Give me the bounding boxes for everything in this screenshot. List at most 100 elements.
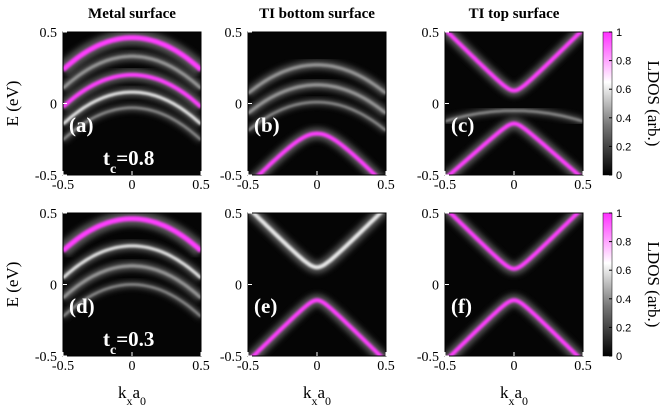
annotation-part: t [103, 327, 110, 351]
band [248, 83, 386, 115]
colorbar-tick-label: 0.2 [616, 141, 631, 153]
heatmap [63, 213, 201, 319]
band [63, 264, 201, 300]
band [63, 54, 201, 90]
band [63, 106, 201, 141]
colorbar-tick-label: 0.4 [616, 294, 631, 306]
band [248, 63, 386, 95]
annotation-part: c [110, 162, 116, 177]
x-tick-label: -0.5 [52, 178, 74, 193]
y-tick-label: 0.5 [225, 26, 243, 41]
band [446, 121, 582, 175]
panel-label: (b) [254, 113, 280, 137]
x-axis-label-part: a [317, 383, 325, 402]
x-axis-label-part: a [132, 383, 140, 402]
annotation-part: t [103, 146, 110, 170]
x-axis-label-part: k [500, 383, 509, 402]
annotation-part: =0.8 [116, 146, 154, 170]
y-tick-label: 0.5 [40, 207, 58, 222]
column-title: Metal surface [88, 6, 176, 22]
heatmap [248, 60, 386, 175]
colorbar-tick-label: 0 [616, 170, 622, 182]
y-tick-label: 0 [50, 279, 57, 294]
y-tick-label: 0.5 [40, 26, 58, 41]
band [445, 109, 583, 123]
heatmap [445, 213, 583, 356]
colorbar-tick-label: 1 [616, 27, 622, 39]
annotation: tc=0.8 [103, 146, 154, 177]
heatmap [63, 32, 201, 143]
x-axis-label-part: x [126, 394, 132, 408]
x-tick-label: 0.5 [574, 178, 592, 193]
x-tick-label: 0.5 [377, 359, 395, 374]
y-tick-label: 0 [235, 279, 242, 294]
annotation: tc=0.3 [103, 327, 154, 358]
x-tick-label: -0.5 [237, 359, 259, 374]
y-axis-label: E (eV) [3, 262, 22, 308]
band [447, 298, 581, 356]
x-tick-label: 0 [314, 178, 321, 193]
band [63, 72, 201, 109]
y-tick-label: -0.5 [35, 350, 57, 365]
x-axis-label-part: x [311, 394, 317, 408]
x-axis-label-part: x [508, 394, 514, 408]
band [63, 244, 201, 280]
x-tick-label: -0.5 [237, 178, 259, 193]
colorbar-tick-label: 1 [616, 208, 622, 220]
x-tick-label: 0.5 [574, 359, 592, 374]
x-tick-label: -0.5 [434, 178, 456, 193]
x-axis-label-part: k [118, 383, 127, 402]
colorbar-tick-label: 0.8 [616, 237, 631, 249]
y-tick-label: -0.5 [220, 169, 242, 184]
panel-label: (d) [69, 294, 95, 318]
panel-label: (e) [254, 294, 277, 318]
colorbar-tick-label: 0.6 [616, 84, 631, 96]
x-tick-label: 0 [129, 178, 136, 193]
colorbar [602, 31, 613, 176]
x-tick-label: 0 [129, 359, 136, 374]
y-axis-label: E (eV) [3, 81, 22, 127]
band [250, 298, 384, 356]
panel-label: (a) [69, 113, 94, 137]
band [63, 35, 201, 72]
annotation-part: c [110, 343, 116, 358]
x-tick-label: 0.5 [192, 178, 210, 193]
y-tick-label: 0 [50, 98, 57, 113]
band [63, 90, 201, 126]
column-title: TI bottom surface [259, 6, 375, 22]
band [250, 213, 384, 270]
y-tick-label: -0.5 [417, 169, 439, 184]
y-tick-label: 0 [432, 279, 439, 294]
x-axis-label: kxa0 [118, 383, 146, 408]
y-tick-label: 0.5 [422, 26, 440, 41]
colorbar-tick-label: 0 [616, 351, 622, 363]
colorbar [602, 212, 613, 357]
y-tick-label: -0.5 [417, 350, 439, 365]
x-tick-label: 0 [511, 359, 518, 374]
x-axis-label-part: 0 [325, 394, 331, 408]
x-axis-label-part: a [514, 383, 522, 402]
panel-label: (c) [451, 113, 474, 137]
y-tick-label: 0 [432, 98, 439, 113]
colorbar-tick-label: 0.2 [616, 322, 631, 334]
heatmap [445, 32, 583, 175]
y-tick-label: 0 [235, 98, 242, 113]
y-tick-label: -0.5 [220, 350, 242, 365]
x-axis-label-part: k [303, 383, 312, 402]
band [63, 216, 201, 253]
x-axis-label-part: 0 [140, 394, 146, 408]
y-tick-label: -0.5 [35, 169, 57, 184]
colorbar-label: LDOS (arb.) [644, 61, 660, 147]
x-tick-label: 0 [314, 359, 321, 374]
x-tick-label: -0.5 [434, 359, 456, 374]
x-axis-label: kxa0 [303, 383, 331, 408]
colorbar-tick-label: 0.4 [616, 113, 631, 125]
band [256, 131, 378, 175]
x-tick-label: -0.5 [52, 359, 74, 374]
y-tick-label: 0.5 [225, 207, 243, 222]
panel-label: (f) [451, 294, 472, 318]
x-tick-label: 0 [511, 178, 518, 193]
colorbar-label: LDOS (arb.) [644, 242, 660, 328]
x-axis-label: kxa0 [500, 383, 528, 408]
